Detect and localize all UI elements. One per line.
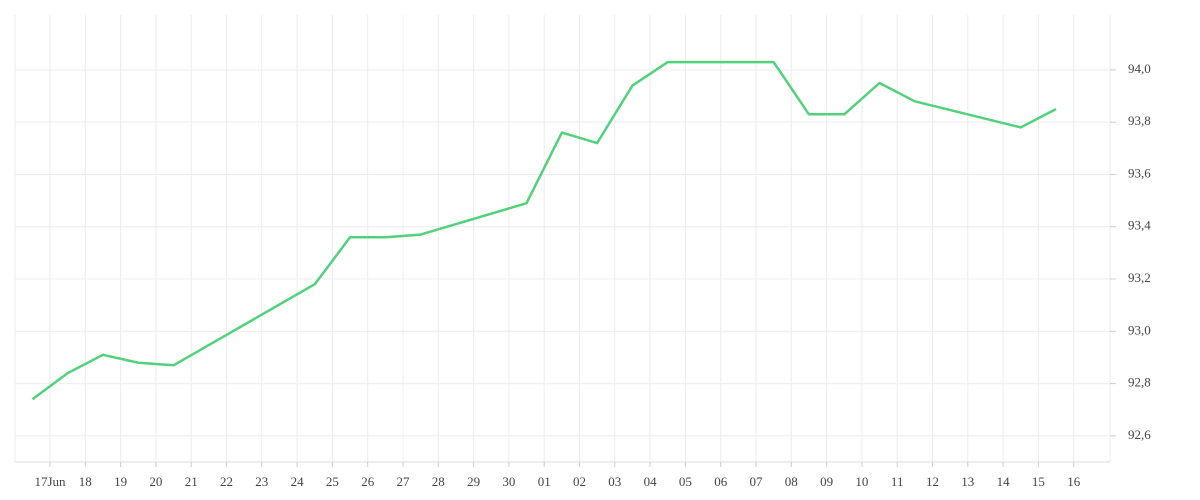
- x-tick-label: 26: [361, 474, 375, 489]
- x-tick-label: 11: [891, 474, 904, 489]
- x-tick-label: 08: [785, 474, 798, 489]
- x-tick-label: 07: [750, 474, 764, 489]
- x-tick-label: 15: [1032, 474, 1045, 489]
- x-tick-label: 14: [997, 474, 1011, 489]
- x-tick-label: 23: [255, 474, 268, 489]
- x-tick-label: 16: [1067, 474, 1081, 489]
- x-tick-label: 21: [185, 474, 198, 489]
- x-tick-label: 05: [679, 474, 692, 489]
- x-tick-label: 29: [467, 474, 480, 489]
- y-tick-label: 94,0: [1128, 61, 1151, 76]
- y-tick-label: 93,8: [1128, 113, 1151, 128]
- x-tick-label: 09: [820, 474, 833, 489]
- x-tick-label: 24: [291, 474, 305, 489]
- x-tick-label: 10: [855, 474, 868, 489]
- x-tick-label: 19: [114, 474, 127, 489]
- y-tick-label: 93,4: [1128, 218, 1151, 233]
- x-tick-label: 01: [538, 474, 551, 489]
- y-tick-label: 93,6: [1128, 165, 1151, 180]
- x-tick-label: 13: [961, 474, 974, 489]
- x-tick-label: 30: [502, 474, 515, 489]
- x-tick-label: 03: [608, 474, 621, 489]
- x-tick-label: 12: [926, 474, 939, 489]
- y-tick-label: 92,8: [1128, 375, 1151, 390]
- x-tick-label: 27: [397, 474, 411, 489]
- x-tick-label: 28: [432, 474, 445, 489]
- x-tick-label: 04: [644, 474, 658, 489]
- x-tick-label: 22: [220, 474, 233, 489]
- x-tick-label: 20: [149, 474, 162, 489]
- y-tick-label: 93,2: [1128, 270, 1151, 285]
- x-tick-label: 02: [573, 474, 586, 489]
- x-tick-label: 06: [714, 474, 728, 489]
- data-line: [31, 60, 1057, 401]
- x-tick-label: 17Jun: [34, 474, 66, 489]
- x-tick-label: 18: [79, 474, 92, 489]
- y-tick-label: 93,0: [1128, 322, 1151, 337]
- x-tick-label: 25: [326, 474, 339, 489]
- y-tick-label: 92,6: [1128, 427, 1151, 442]
